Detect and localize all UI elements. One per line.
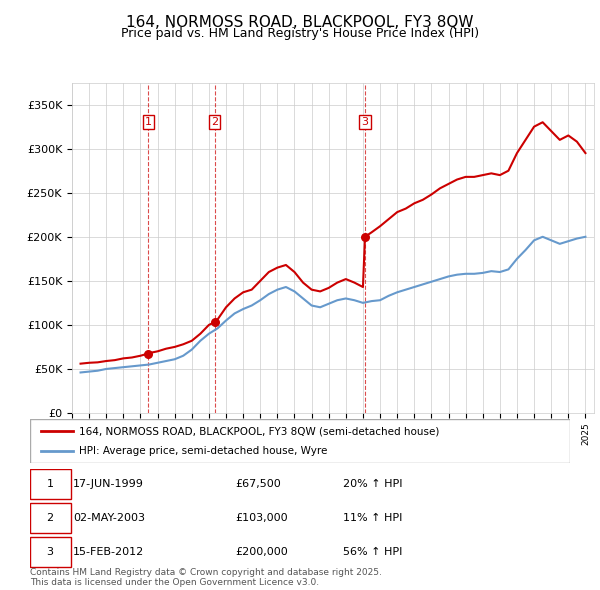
Text: Price paid vs. HM Land Registry's House Price Index (HPI): Price paid vs. HM Land Registry's House … bbox=[121, 27, 479, 40]
Text: £67,500: £67,500 bbox=[235, 478, 281, 489]
FancyBboxPatch shape bbox=[30, 469, 71, 499]
Text: HPI: Average price, semi-detached house, Wyre: HPI: Average price, semi-detached house,… bbox=[79, 446, 327, 455]
Text: 1: 1 bbox=[145, 117, 152, 127]
Text: 1: 1 bbox=[46, 478, 53, 489]
Text: 3: 3 bbox=[362, 117, 368, 127]
FancyBboxPatch shape bbox=[30, 537, 71, 567]
Text: £103,000: £103,000 bbox=[235, 513, 288, 523]
FancyBboxPatch shape bbox=[30, 419, 570, 463]
Text: £200,000: £200,000 bbox=[235, 547, 288, 556]
Text: 02-MAY-2003: 02-MAY-2003 bbox=[73, 513, 145, 523]
Text: 11% ↑ HPI: 11% ↑ HPI bbox=[343, 513, 403, 523]
Text: 2: 2 bbox=[211, 117, 218, 127]
Text: 20% ↑ HPI: 20% ↑ HPI bbox=[343, 478, 403, 489]
FancyBboxPatch shape bbox=[30, 503, 71, 533]
Text: 56% ↑ HPI: 56% ↑ HPI bbox=[343, 547, 403, 556]
Text: 17-JUN-1999: 17-JUN-1999 bbox=[73, 478, 144, 489]
Text: 164, NORMOSS ROAD, BLACKPOOL, FY3 8QW: 164, NORMOSS ROAD, BLACKPOOL, FY3 8QW bbox=[126, 15, 474, 30]
Text: 164, NORMOSS ROAD, BLACKPOOL, FY3 8QW (semi-detached house): 164, NORMOSS ROAD, BLACKPOOL, FY3 8QW (s… bbox=[79, 427, 439, 436]
Text: 2: 2 bbox=[46, 513, 53, 523]
Point bbox=[360, 232, 370, 241]
Text: 3: 3 bbox=[46, 547, 53, 556]
Text: 15-FEB-2012: 15-FEB-2012 bbox=[73, 547, 145, 556]
Point bbox=[143, 349, 153, 358]
Point bbox=[210, 317, 220, 327]
Text: Contains HM Land Registry data © Crown copyright and database right 2025.
This d: Contains HM Land Registry data © Crown c… bbox=[30, 568, 382, 587]
